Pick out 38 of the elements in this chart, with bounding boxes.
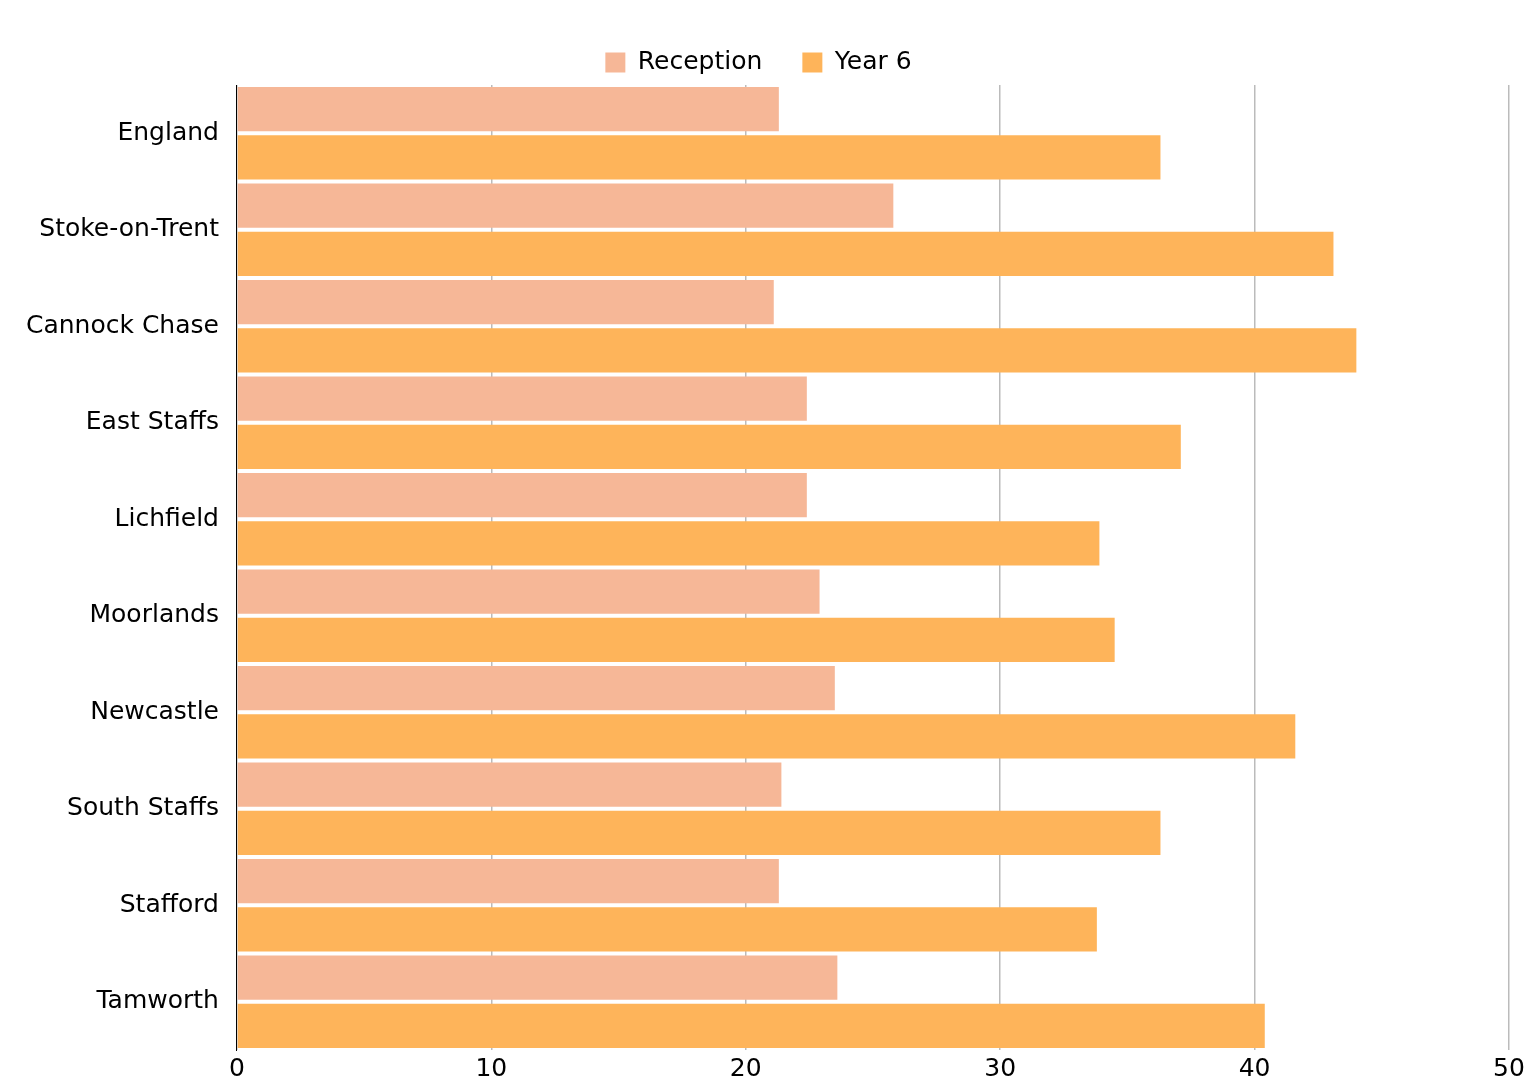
bar — [237, 907, 1097, 952]
bar — [237, 328, 1357, 373]
y-tick-label: England — [117, 116, 219, 146]
y-tick-label: East Staffs — [85, 406, 219, 436]
bar — [237, 279, 774, 325]
x-tick-label: 30 — [984, 1052, 1017, 1082]
bar — [237, 714, 1296, 759]
y-tick-label: Cannock Chase — [25, 309, 219, 339]
bar — [237, 762, 782, 807]
bar — [237, 810, 1161, 856]
bar — [237, 376, 807, 421]
bar — [237, 858, 779, 904]
y-tick-label: Lichfield — [114, 502, 219, 532]
x-tick-label: 20 — [729, 1052, 762, 1082]
bar — [237, 665, 835, 711]
bar — [237, 955, 838, 1000]
bar — [237, 86, 779, 132]
x-tick-label: 10 — [475, 1052, 508, 1082]
y-tick-label: Stoke-on-Trent — [39, 213, 220, 243]
bar — [237, 424, 1181, 470]
bar — [237, 231, 1334, 277]
x-tick-label: 40 — [1238, 1052, 1271, 1082]
bar — [237, 1003, 1265, 1049]
bar — [237, 472, 807, 518]
bar — [237, 521, 1100, 566]
y-tick-label: Stafford — [119, 888, 219, 918]
legend-label: Reception — [637, 46, 763, 75]
bar — [237, 183, 894, 228]
bar — [237, 135, 1161, 180]
x-tick-label: 50 — [1493, 1052, 1525, 1082]
y-tick-label: Moorlands — [89, 599, 219, 629]
legend-label: Year 6 — [833, 46, 912, 75]
bar — [237, 569, 820, 614]
y-tick-label: South Staffs — [67, 792, 219, 822]
y-tick-label: Newcastle — [90, 695, 219, 725]
y-tick-label: Tamworth — [95, 985, 219, 1015]
x-tick-label: 0 — [229, 1052, 245, 1082]
bar — [237, 617, 1115, 663]
